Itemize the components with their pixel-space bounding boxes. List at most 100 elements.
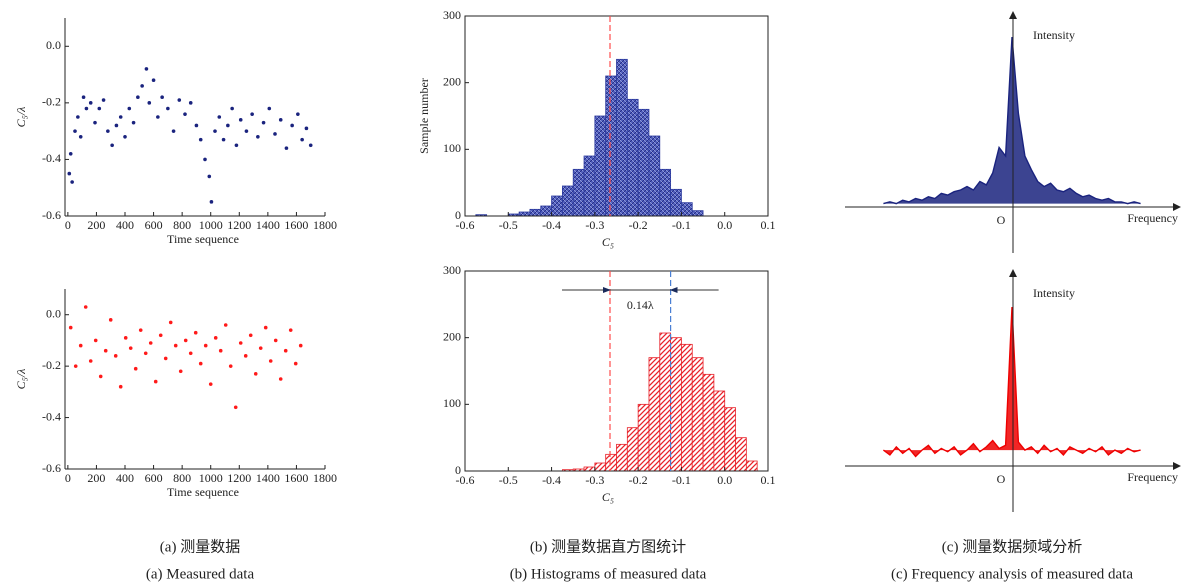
point (173, 343, 178, 348)
x-axis-label: Time sequence (167, 232, 239, 246)
bar (572, 168, 585, 217)
bar (670, 337, 682, 472)
y-axis-label: C₅/λ (14, 369, 28, 390)
point (198, 137, 203, 142)
bar (529, 208, 542, 217)
x-tick-label: 0.0 (717, 218, 732, 232)
x-tick-label: 400 (116, 471, 134, 485)
point (183, 338, 188, 343)
point (114, 123, 119, 128)
y-tick-label: -0.6 (42, 461, 61, 475)
x-axis-label: Frequency (1127, 211, 1178, 225)
point (127, 106, 132, 111)
point (308, 143, 313, 148)
bar (594, 115, 607, 217)
point (208, 382, 213, 386)
x-tick-label: -0.3 (585, 218, 604, 232)
point (113, 354, 118, 358)
x-tick-label: 0.0 (717, 473, 732, 487)
plot-frame (464, 270, 769, 472)
point (168, 320, 173, 325)
x-tick-label: 600 (145, 471, 163, 485)
bar (561, 185, 574, 217)
x-axis-label: Frequency (1127, 470, 1178, 484)
bar (691, 210, 704, 217)
point (284, 146, 289, 150)
point (298, 343, 303, 348)
x-tick-label: 1200 (227, 218, 251, 232)
point (238, 118, 243, 122)
point (93, 120, 97, 125)
point (123, 135, 127, 139)
point (209, 200, 214, 204)
y-tick-label: -0.2 (42, 95, 61, 109)
point (188, 101, 193, 105)
point (166, 106, 170, 111)
y-tick-label: -0.2 (42, 358, 61, 372)
x-tick-label: -0.5 (499, 473, 518, 487)
point (207, 174, 212, 179)
y-tick-label: 0.0 (46, 38, 61, 52)
point (233, 405, 238, 410)
x-tick-label: 800 (173, 471, 191, 485)
bar (594, 462, 607, 472)
caption: (b) 测量数据直方图统计 (530, 538, 686, 555)
point (110, 143, 114, 148)
point (81, 95, 86, 99)
point (143, 351, 148, 356)
point (243, 354, 248, 358)
point (163, 356, 168, 361)
y-tick-label: 100 (443, 141, 461, 155)
point (103, 348, 108, 353)
bar (583, 466, 596, 472)
x-tick-label: 0.1 (761, 218, 776, 232)
point (68, 151, 73, 156)
x-axis-label: Time sequence (167, 485, 239, 499)
bar (626, 98, 639, 217)
y-axis-label: Intensity (1033, 28, 1075, 42)
x-tick-label: 1000 (199, 471, 223, 485)
spectrum-line (883, 36, 1141, 205)
bar (605, 75, 617, 217)
bar (626, 427, 639, 472)
point (288, 328, 293, 332)
point (151, 78, 156, 83)
bar (691, 357, 704, 472)
point (244, 129, 249, 133)
point (73, 129, 77, 133)
spectrum-line (882, 306, 1141, 458)
point (178, 369, 183, 374)
y-tick-label: 0 (455, 463, 461, 477)
point (273, 132, 277, 136)
y-axis-label: Intensity (1033, 286, 1075, 300)
point (131, 120, 136, 125)
x-axis-label: C₅ (602, 490, 614, 504)
x-tick-label: -0.2 (629, 473, 648, 487)
x-tick-label: 200 (87, 218, 105, 232)
point (183, 112, 187, 116)
y-tick-label: 0 (455, 208, 461, 222)
x-tick-label: -0.6 (456, 473, 475, 487)
point (221, 137, 226, 142)
point (213, 129, 217, 133)
y-tick-label: 200 (443, 329, 461, 343)
point (78, 135, 83, 139)
point (153, 379, 158, 384)
point (98, 374, 103, 379)
point (156, 115, 160, 119)
point (296, 112, 300, 116)
point (70, 180, 74, 184)
point (88, 101, 93, 105)
x-tick-label: -0.6 (456, 218, 475, 232)
y-axis-label: C₅/λ (14, 107, 28, 128)
point (118, 384, 123, 389)
point (250, 112, 254, 116)
point (136, 95, 140, 99)
bar (583, 155, 596, 217)
point (261, 120, 266, 125)
plot-frame (464, 15, 769, 217)
bar (724, 407, 736, 472)
bar (713, 390, 726, 472)
bar (518, 211, 531, 217)
